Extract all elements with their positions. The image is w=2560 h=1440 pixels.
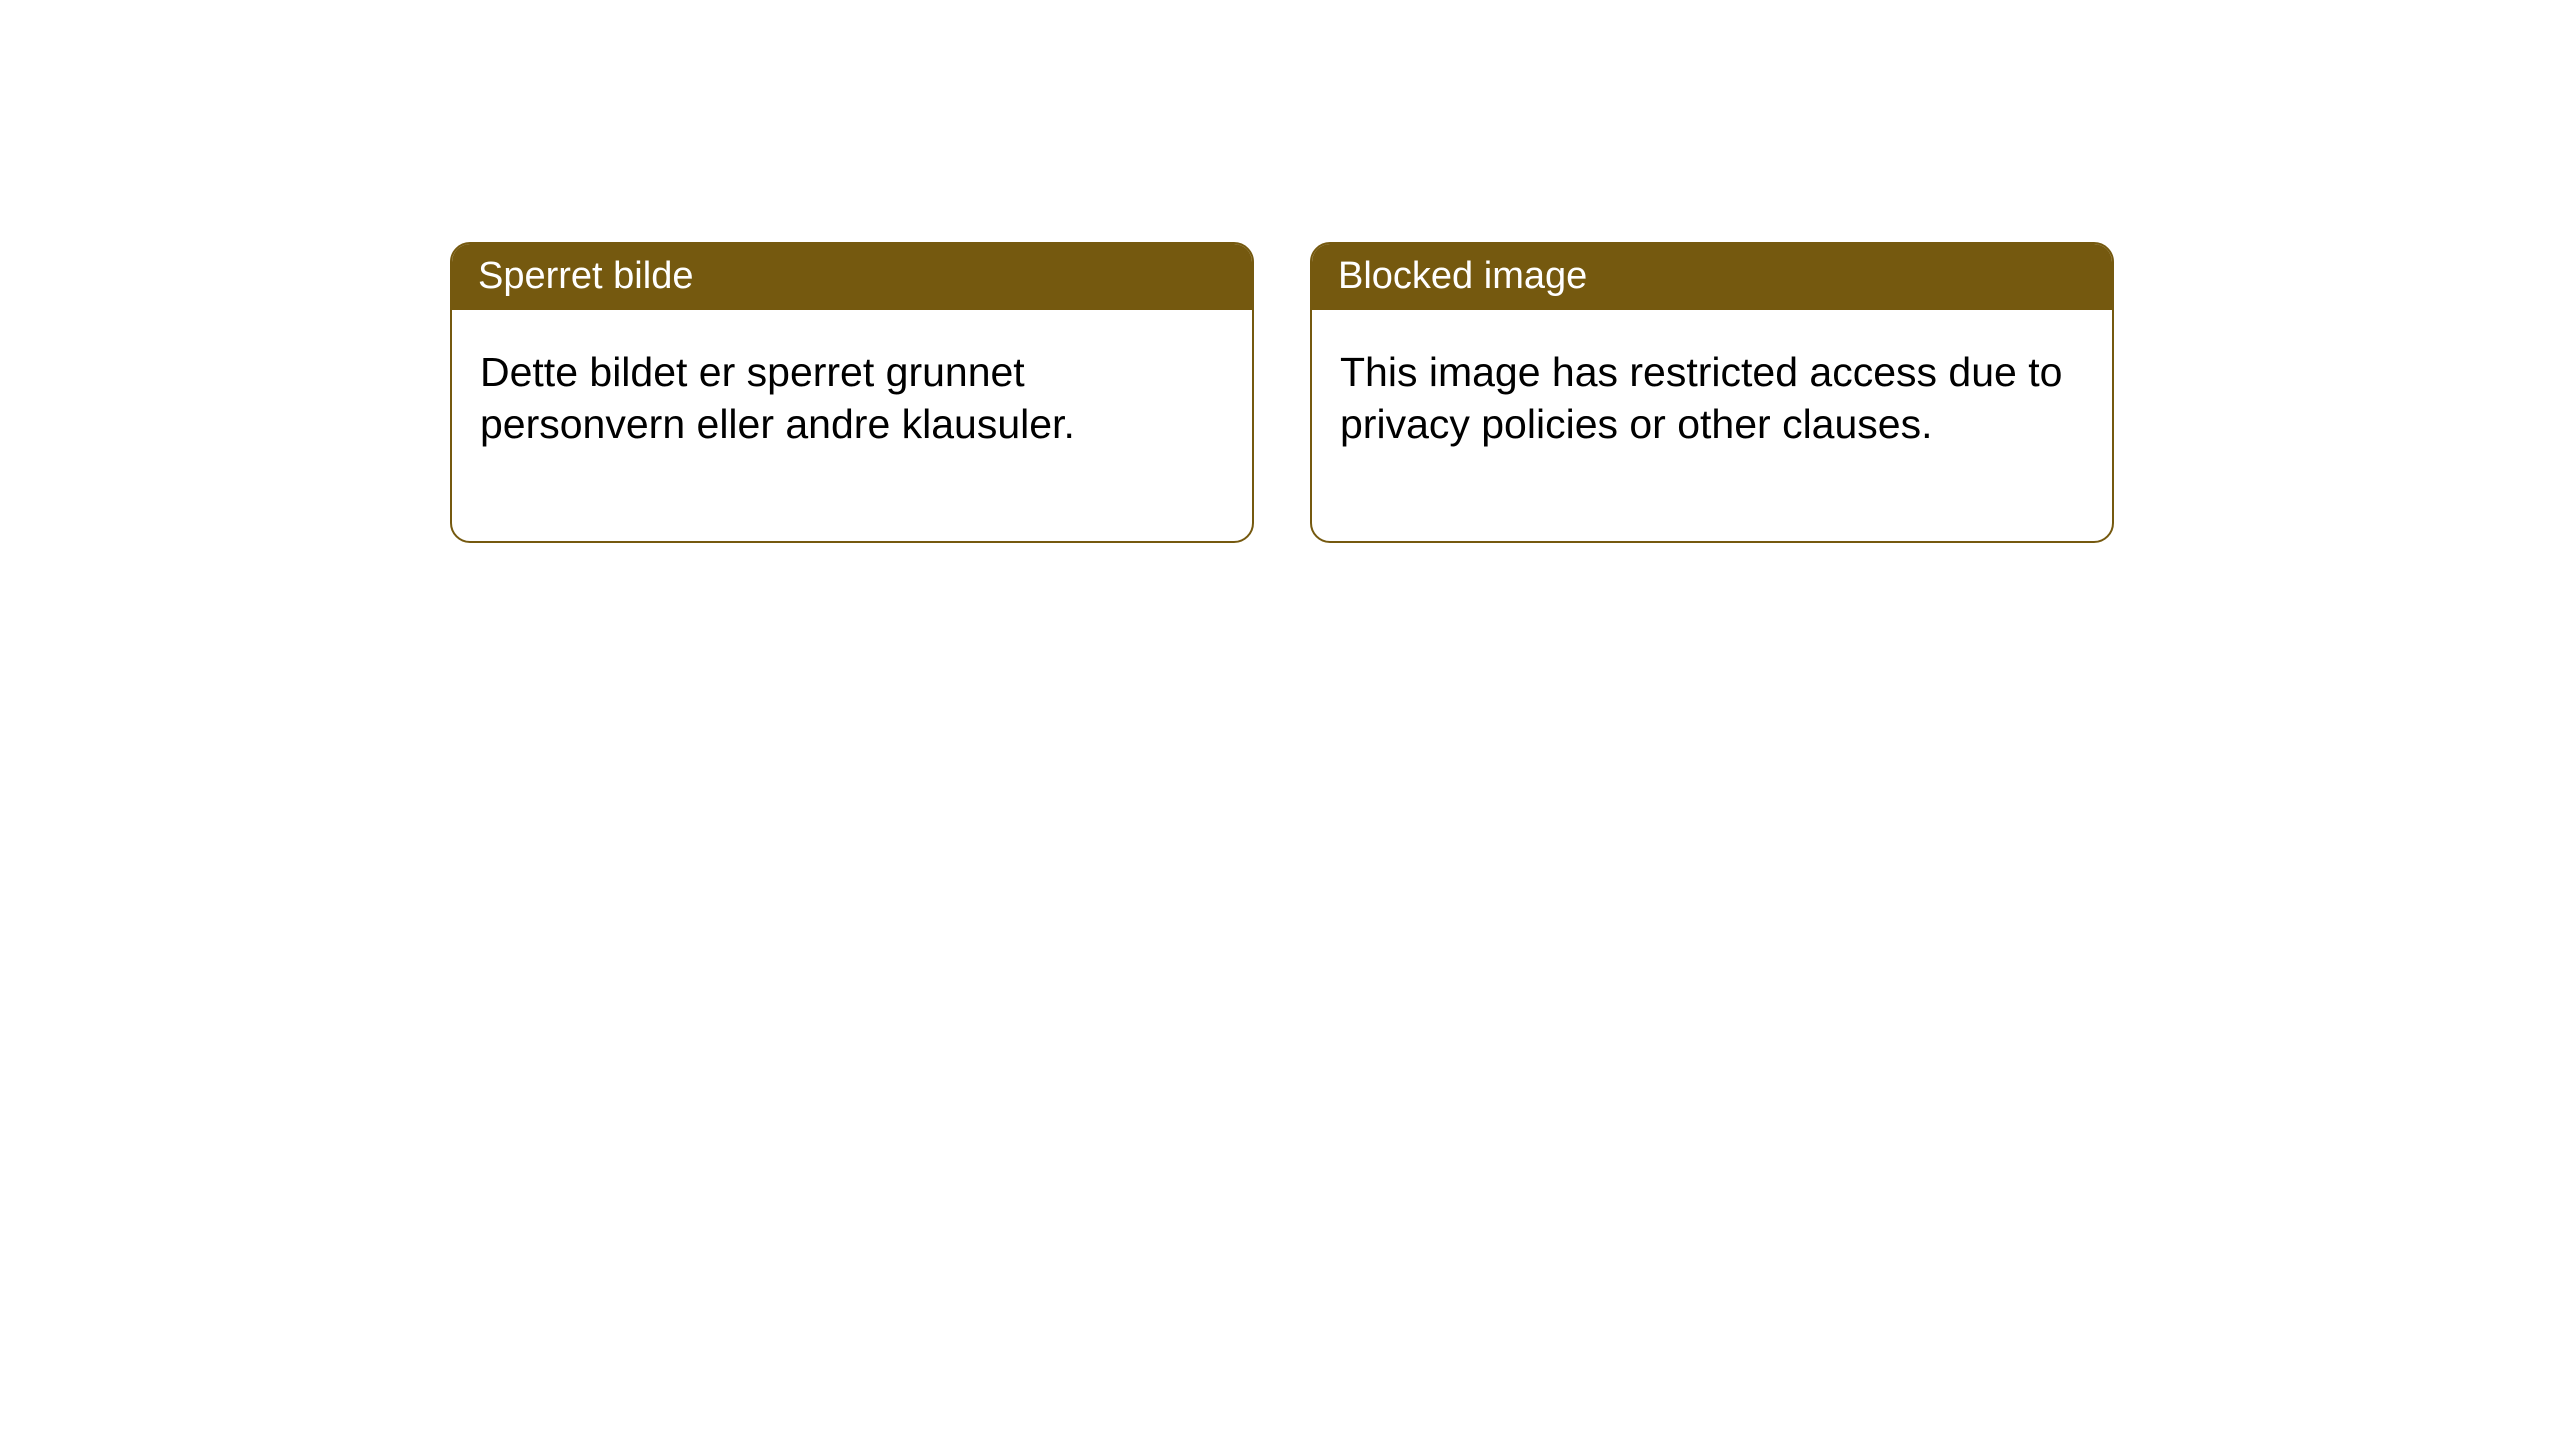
- card-header: Sperret bilde: [452, 244, 1252, 310]
- card-body: Dette bildet er sperret grunnet personve…: [452, 310, 1252, 541]
- card-title: Sperret bilde: [478, 255, 693, 297]
- notice-cards-container: Sperret bilde Dette bildet er sperret gr…: [0, 0, 2560, 543]
- card-body-text: Dette bildet er sperret grunnet personve…: [480, 349, 1075, 447]
- card-title: Blocked image: [1338, 255, 1587, 297]
- notice-card-english: Blocked image This image has restricted …: [1310, 242, 2114, 543]
- card-body-text: This image has restricted access due to …: [1340, 349, 2062, 447]
- notice-card-norwegian: Sperret bilde Dette bildet er sperret gr…: [450, 242, 1254, 543]
- card-header: Blocked image: [1312, 244, 2112, 310]
- card-body: This image has restricted access due to …: [1312, 310, 2112, 541]
